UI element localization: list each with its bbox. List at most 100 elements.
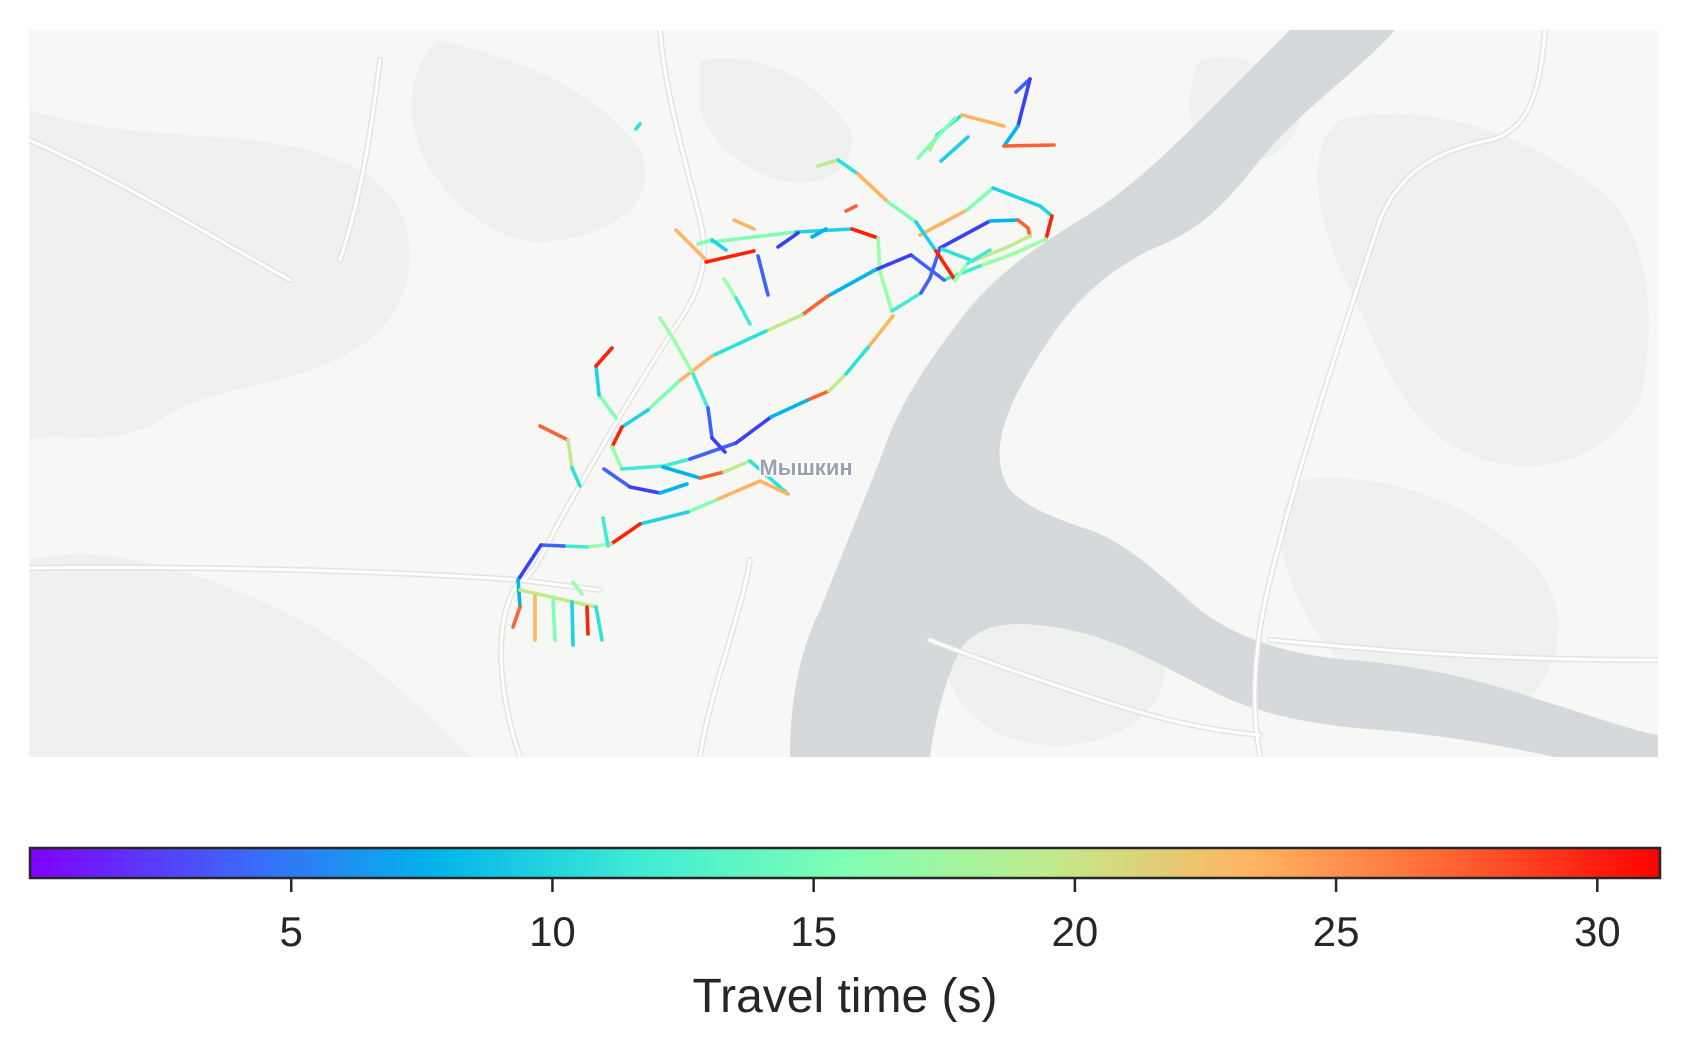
street-segment — [518, 588, 598, 609]
street-segment — [646, 380, 680, 412]
street-segment — [816, 158, 840, 168]
street-segment — [916, 116, 957, 160]
street-segment — [769, 397, 812, 419]
street-segment — [966, 248, 992, 265]
colorbar-gradient — [28, 846, 1662, 880]
street-segment — [601, 516, 610, 548]
street-segment — [991, 186, 1054, 218]
street-segment — [710, 238, 728, 252]
street-segment — [1002, 124, 1020, 148]
street-segment — [938, 219, 992, 250]
street-segment — [570, 600, 575, 647]
street-segment — [1016, 77, 1032, 128]
street-segment — [1016, 218, 1032, 238]
street-segment — [1044, 214, 1054, 241]
street-segment — [971, 234, 1032, 263]
street-segment — [674, 228, 710, 264]
street-segment — [876, 236, 894, 313]
street-segment — [939, 135, 970, 163]
street-segment — [696, 238, 714, 246]
basemap: Мышкин — [29, 30, 1658, 757]
street-segment — [691, 372, 710, 410]
street-segment — [539, 543, 566, 548]
street-segment — [511, 605, 522, 629]
street-segment — [836, 158, 860, 176]
street-segment — [890, 291, 923, 313]
street-segment — [918, 208, 969, 237]
street-segment — [570, 466, 582, 488]
street-segment — [566, 438, 574, 470]
street-segment — [868, 314, 895, 347]
colorbar-tick-label: 25 — [1313, 908, 1360, 955]
street-segment — [594, 346, 614, 368]
street-segment — [826, 268, 877, 298]
street-segment — [638, 510, 690, 526]
street-segment — [551, 598, 557, 642]
street-segment — [808, 389, 831, 401]
street-segment — [800, 294, 830, 317]
street-segment — [978, 237, 1048, 268]
street-segment — [886, 200, 918, 224]
street-segment — [873, 253, 913, 272]
street-segment — [585, 605, 590, 636]
street-segment — [688, 441, 738, 461]
street-segment — [628, 485, 662, 495]
street-segment — [914, 220, 938, 253]
street-segment — [706, 406, 714, 440]
river-island — [1261, 208, 1313, 332]
street-segment — [764, 313, 804, 333]
street-segment — [516, 578, 522, 609]
volga-river — [790, 30, 1658, 757]
street-segment — [710, 230, 798, 244]
street-segment — [609, 522, 642, 546]
street-segment — [610, 425, 624, 449]
street-segment — [661, 465, 702, 480]
street-segment — [602, 467, 632, 489]
street-segment — [686, 498, 718, 514]
colorbar-tick-label: 20 — [1052, 908, 1099, 955]
street-segment — [597, 393, 618, 420]
colorbar-tick-label: 5 — [280, 908, 303, 955]
street-segment — [827, 372, 848, 393]
street-segment — [538, 424, 570, 442]
street-segment — [1002, 143, 1056, 148]
colorbar-tick-label: 30 — [1574, 908, 1621, 955]
street-segment — [610, 445, 624, 471]
street-segment — [710, 436, 727, 454]
street-segment — [960, 113, 1006, 128]
street-segment — [710, 329, 768, 358]
street-segment — [658, 482, 689, 495]
street-segment — [704, 249, 756, 264]
street-segment — [634, 122, 642, 131]
street-segment — [756, 254, 770, 297]
street-segment — [909, 253, 946, 282]
street-segment — [988, 218, 1020, 223]
street-segment — [734, 415, 773, 445]
street-segment — [856, 172, 890, 204]
street-network — [511, 77, 1056, 647]
street-segment — [594, 605, 604, 642]
roads — [29, 30, 1658, 757]
street-segment — [934, 249, 957, 282]
street-segment — [658, 316, 695, 376]
street-segment — [810, 227, 828, 239]
street-segment — [734, 296, 752, 326]
street-segment — [919, 246, 942, 295]
street-segment — [844, 204, 858, 213]
street-segment — [732, 218, 756, 231]
street-segment — [844, 343, 872, 376]
street-segment — [516, 543, 543, 582]
street-segment — [965, 186, 995, 212]
street-segment — [676, 354, 714, 384]
street-segment — [571, 580, 584, 596]
street-segment — [620, 408, 650, 429]
street-segment — [594, 364, 601, 397]
street-segment — [953, 261, 970, 282]
colorbar-label: Travel time (s) — [693, 970, 998, 1023]
colorbar-tick-label: 15 — [790, 908, 837, 955]
street-segment — [698, 470, 726, 480]
street-segment — [940, 247, 975, 263]
street-segment — [714, 479, 790, 502]
street-segment — [562, 544, 589, 549]
street-segment — [776, 231, 800, 249]
